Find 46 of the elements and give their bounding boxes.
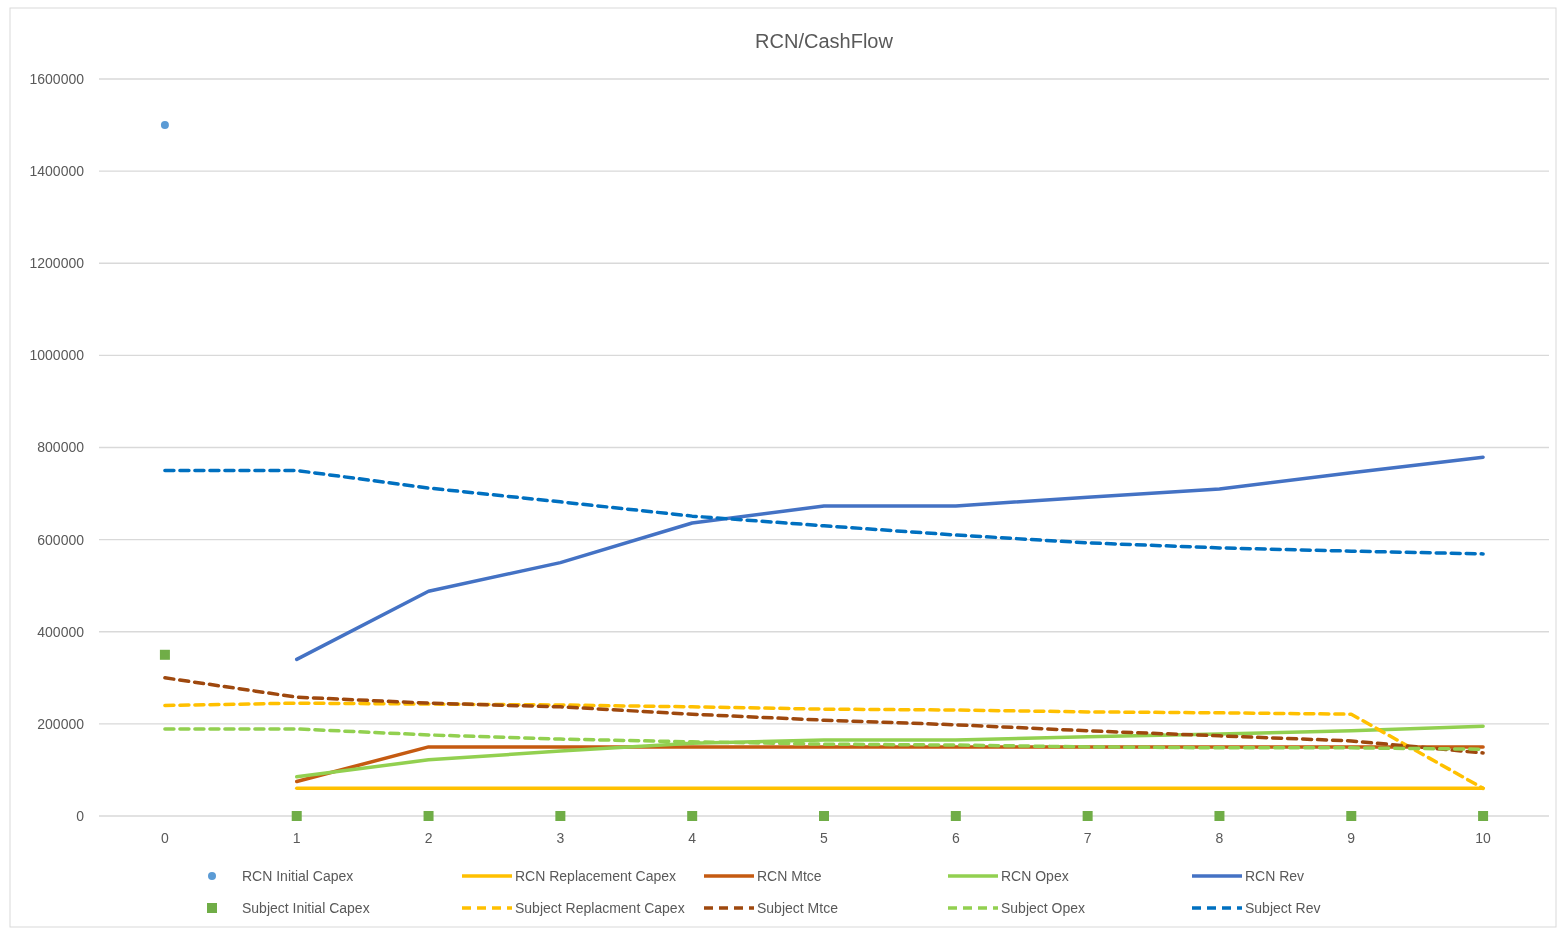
point	[950, 811, 961, 821]
line-series	[163, 676, 1485, 755]
x-tick-label: 7	[1083, 830, 1092, 846]
y-tick-label: 400000	[37, 623, 85, 640]
legend-label: RCN Initial Capex	[242, 867, 354, 884]
x-tick-label: 6	[951, 830, 960, 846]
point	[291, 811, 302, 821]
point	[1346, 811, 1357, 821]
x-tick-label: 10	[1475, 830, 1492, 846]
legend-label: Subject Initial Capex	[242, 899, 370, 916]
legend-label: Subject Rev	[1245, 899, 1321, 916]
y-tick-label: 800000	[37, 439, 85, 456]
y-tick-label: 200000	[37, 715, 85, 732]
line-series	[163, 468, 1485, 556]
point	[160, 121, 169, 130]
point	[423, 811, 434, 821]
point	[1478, 811, 1489, 821]
legend-label: RCN Rev	[1245, 867, 1305, 884]
legend-label: RCN Replacement Capex	[515, 867, 677, 884]
point	[555, 811, 566, 821]
y-tick-label: 1600000	[29, 70, 85, 87]
point	[819, 811, 829, 821]
y-tick-label: 1000000	[29, 347, 85, 364]
point	[687, 811, 698, 821]
x-tick-label: 0	[161, 830, 170, 846]
point	[1214, 811, 1225, 821]
point	[1082, 811, 1093, 821]
x-tick-label: 1	[292, 830, 301, 846]
line-series	[294, 455, 1485, 662]
legend-label: Subject Mtce	[757, 899, 839, 916]
legend-label: Subject Opex	[1001, 899, 1086, 916]
legend-label: RCN Mtce	[757, 867, 822, 884]
x-tick-label: 2	[424, 830, 433, 846]
legend-label: RCN Opex	[1001, 867, 1069, 884]
legend-label: Subject Replacment Capex	[515, 899, 685, 916]
x-tick-label: 3	[556, 830, 565, 846]
y-tick-label: 600000	[37, 531, 85, 548]
y-tick-label: 1200000	[29, 255, 85, 272]
x-tick-label: 9	[1347, 830, 1356, 846]
y-tick-label: 0	[76, 807, 85, 824]
x-tick-label: 4	[688, 830, 697, 846]
chart-title: RCN/CashFlow	[755, 30, 894, 52]
x-tick-label: 5	[820, 830, 829, 846]
point	[159, 649, 170, 660]
y-tick-label: 1400000	[29, 163, 85, 180]
x-tick-label: 8	[1215, 830, 1224, 846]
